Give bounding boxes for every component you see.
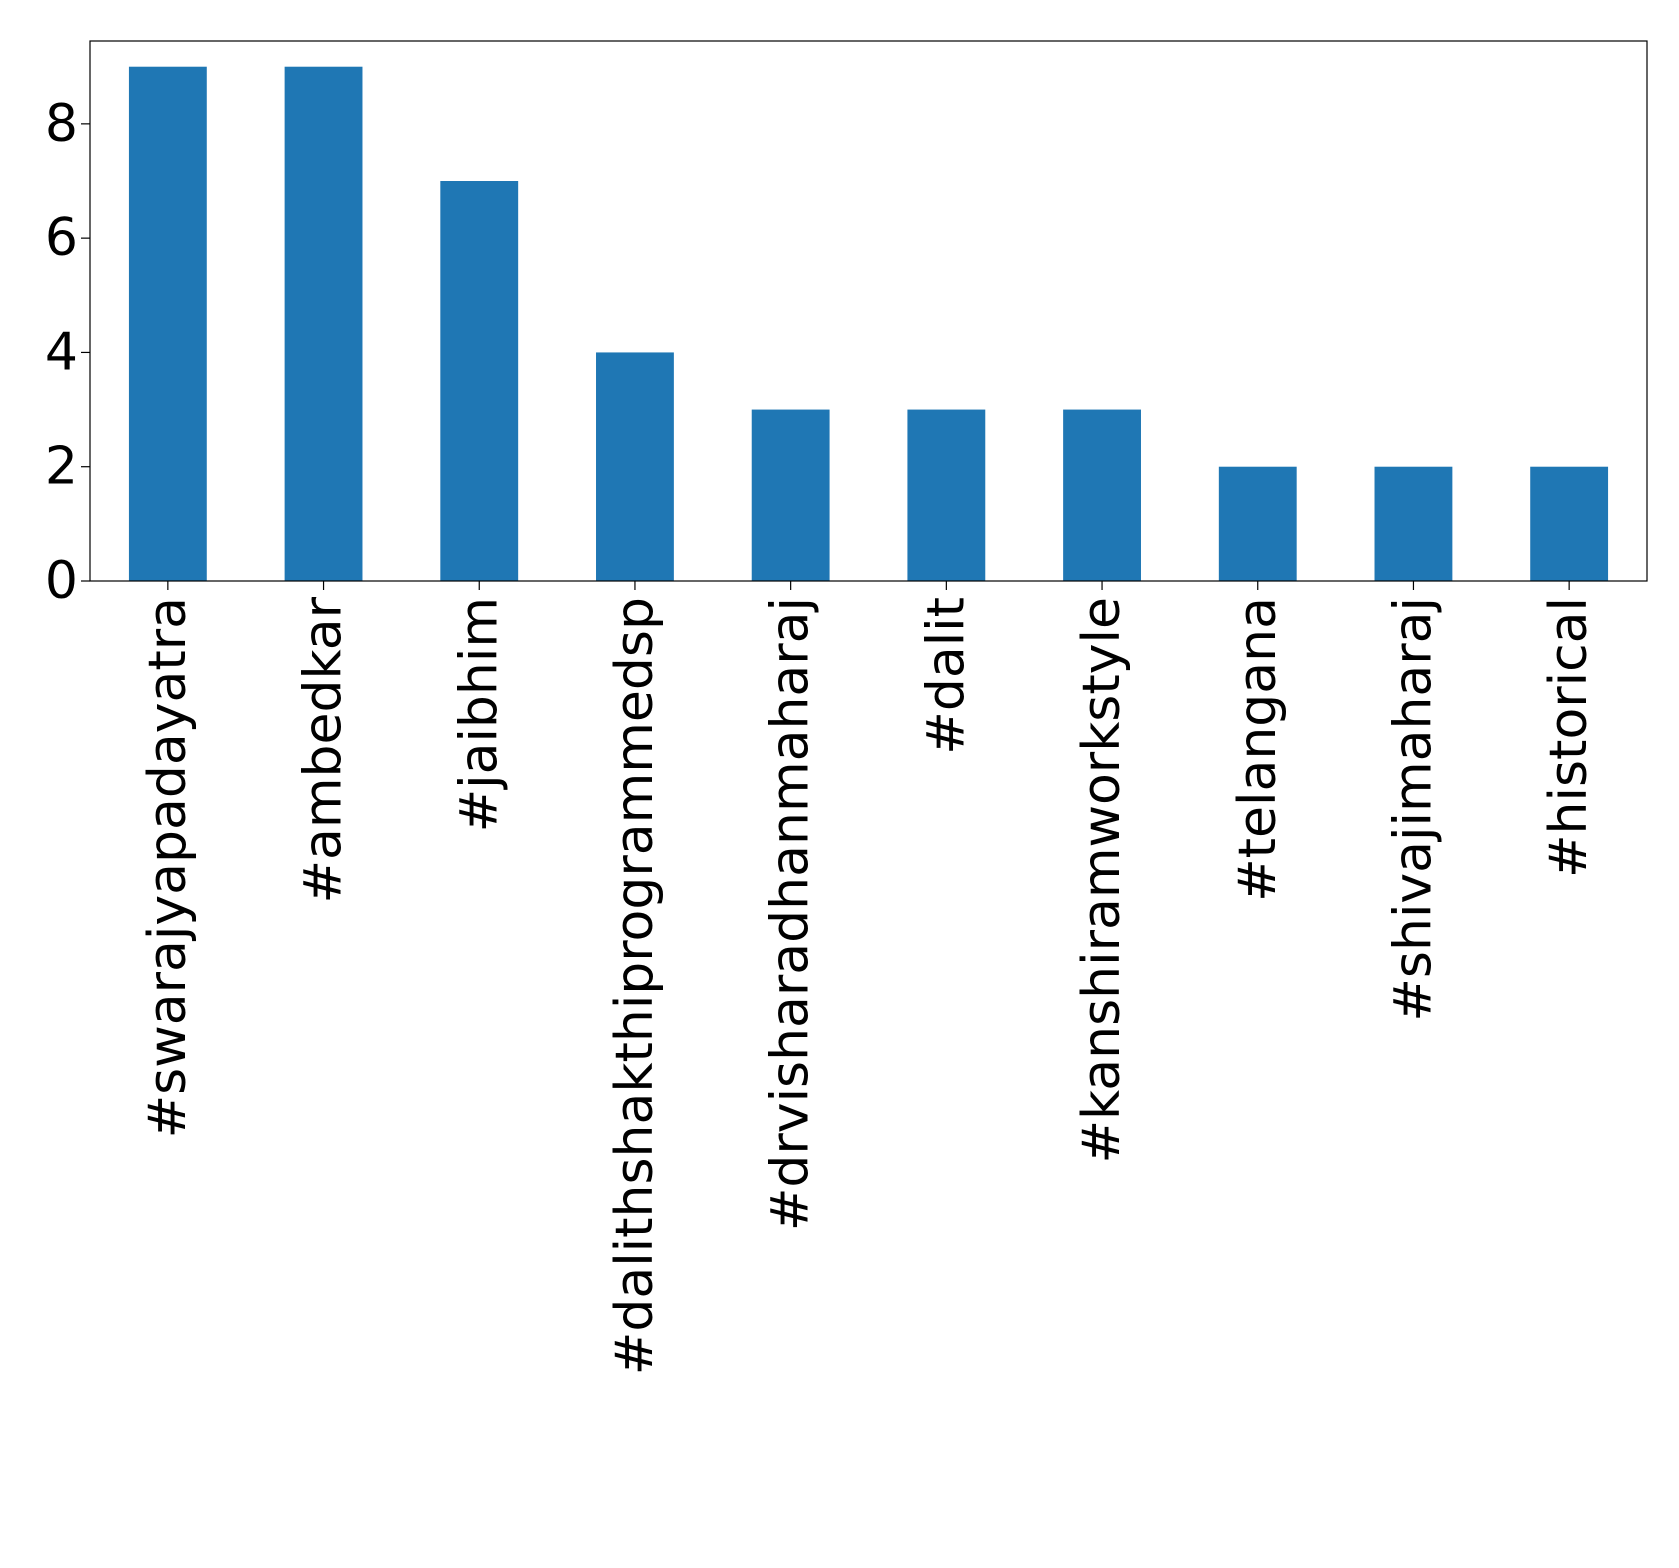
bar-ambedkar xyxy=(284,66,363,581)
x-axis: #swarajyapadayatra #ambedkar #jaibhim #dali… xyxy=(138,581,1599,1375)
bar-jaibhim xyxy=(440,181,519,581)
x-tick-label: #dalit xyxy=(916,597,976,755)
y-tick-label: 8 xyxy=(45,94,78,154)
bar-historical xyxy=(1530,466,1609,581)
y-tick-label: 0 xyxy=(45,551,78,611)
y-tick-label: 6 xyxy=(45,208,78,268)
x-tick-label: #telangana xyxy=(1228,597,1288,902)
x-tick-label: #jaibhim xyxy=(449,597,509,832)
x-tick-label: #shivajimaharaj xyxy=(1383,597,1443,1022)
bar-kanshiramworkstyle xyxy=(1063,409,1141,581)
bar-shivajimaharaj xyxy=(1374,466,1453,581)
x-tick-label: #dalithshakthiprogrammedsp xyxy=(605,597,665,1375)
bar-telangana xyxy=(1218,466,1297,581)
bar-dalit xyxy=(907,409,986,581)
bar-dalithshakthiprogrammedsp xyxy=(596,352,674,581)
bar-drvisharadhanmaharaj xyxy=(751,409,830,581)
y-axis: 0 2 4 6 8 xyxy=(45,94,90,611)
x-tick-label: #kanshiramworkstyle xyxy=(1072,597,1132,1164)
y-tick-label: 2 xyxy=(45,437,78,497)
x-tick-label: #swarajyapadayatra xyxy=(138,597,198,1138)
plot-frame xyxy=(89,40,1648,582)
bar-swarajyapadayatra xyxy=(128,66,207,581)
y-tick-label: 4 xyxy=(45,322,78,382)
x-tick-label: #ambedkar xyxy=(294,596,354,903)
x-tick-label: #drvisharadhanmaharaj xyxy=(761,597,821,1231)
x-tick-label: #historical xyxy=(1539,597,1599,878)
bars-layer xyxy=(128,66,1609,581)
